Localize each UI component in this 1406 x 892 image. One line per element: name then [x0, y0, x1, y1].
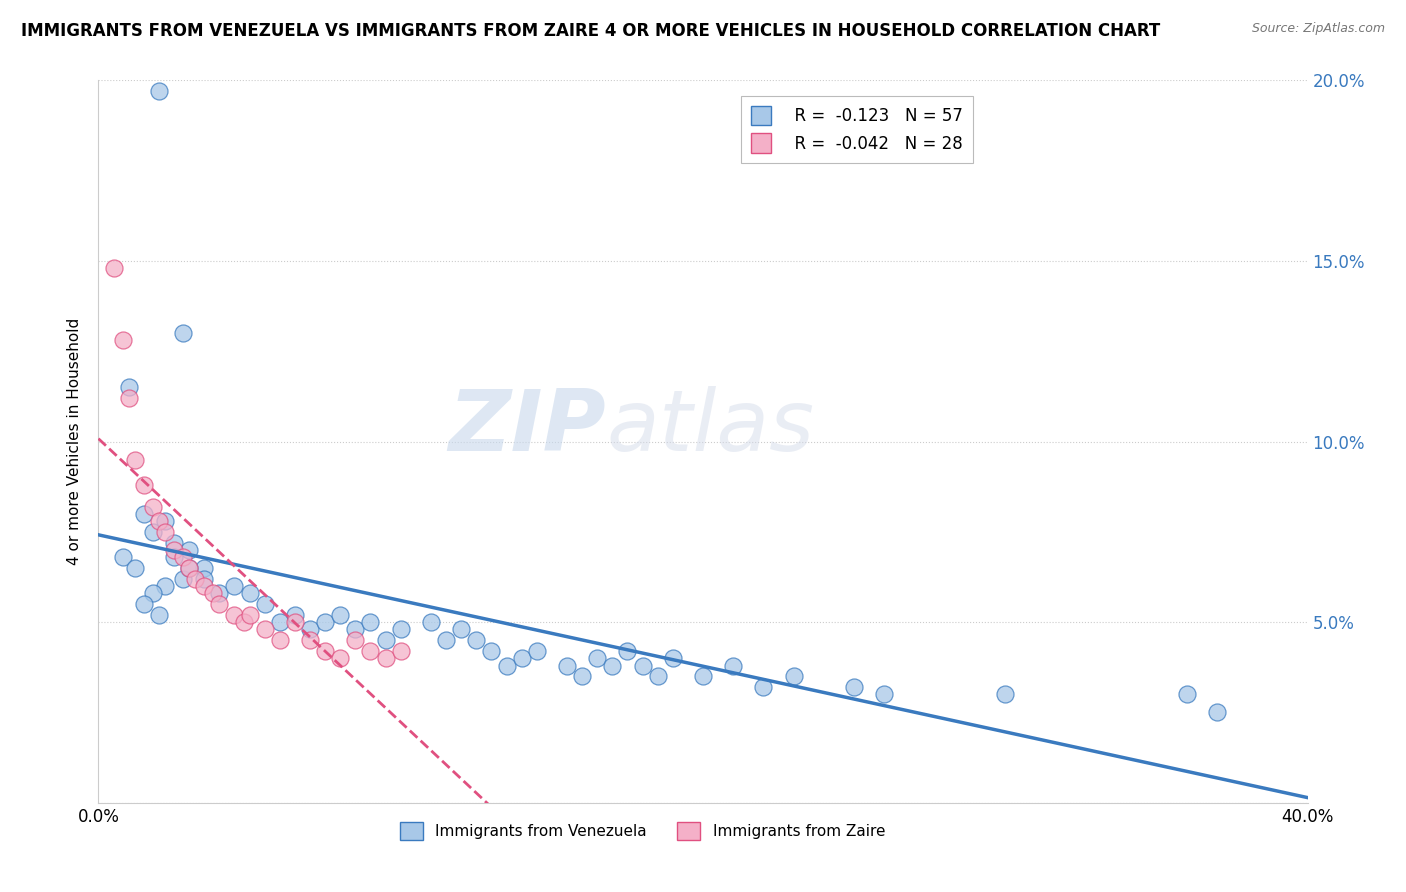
- Point: [374, 651, 396, 665]
- Point: [1206, 706, 1229, 720]
- Point: [111, 334, 134, 348]
- Point: [193, 572, 215, 586]
- Point: [783, 669, 806, 683]
- Point: [193, 561, 215, 575]
- Point: [495, 658, 517, 673]
- Point: [132, 597, 155, 611]
- Point: [132, 507, 155, 521]
- Point: [1175, 687, 1198, 701]
- Point: [103, 261, 125, 276]
- Point: [873, 687, 896, 701]
- Point: [526, 644, 548, 658]
- Point: [555, 658, 578, 673]
- Point: [208, 586, 231, 600]
- Text: atlas: atlas: [606, 385, 814, 468]
- Point: [184, 572, 207, 586]
- Point: [344, 633, 367, 648]
- Point: [299, 633, 322, 648]
- Point: [172, 326, 194, 340]
- Point: [224, 579, 246, 593]
- Text: Source: ZipAtlas.com: Source: ZipAtlas.com: [1251, 22, 1385, 36]
- Point: [510, 651, 533, 665]
- Point: [153, 514, 176, 528]
- Point: [314, 615, 336, 630]
- Point: [153, 524, 176, 539]
- Point: [360, 615, 382, 630]
- Point: [172, 550, 194, 565]
- Point: [586, 651, 609, 665]
- Point: [239, 586, 262, 600]
- Point: [253, 623, 276, 637]
- Point: [389, 623, 412, 637]
- Point: [616, 644, 638, 658]
- Point: [329, 607, 352, 622]
- Point: [118, 391, 141, 405]
- Point: [179, 542, 201, 557]
- Y-axis label: 4 or more Vehicles in Household: 4 or more Vehicles in Household: [67, 318, 83, 566]
- Text: IMMIGRANTS FROM VENEZUELA VS IMMIGRANTS FROM ZAIRE 4 OR MORE VEHICLES IN HOUSEHO: IMMIGRANTS FROM VENEZUELA VS IMMIGRANTS …: [21, 22, 1160, 40]
- Point: [420, 615, 443, 630]
- Legend: Immigrants from Venezuela, Immigrants from Zaire: Immigrants from Venezuela, Immigrants fr…: [394, 816, 891, 846]
- Point: [299, 623, 322, 637]
- Point: [481, 644, 503, 658]
- Point: [284, 607, 307, 622]
- Point: [374, 633, 396, 648]
- Point: [450, 623, 472, 637]
- Point: [148, 607, 170, 622]
- Point: [163, 542, 186, 557]
- Point: [153, 579, 176, 593]
- Point: [661, 651, 683, 665]
- Point: [132, 478, 155, 492]
- Point: [284, 615, 307, 630]
- Point: [148, 84, 170, 98]
- Point: [631, 658, 654, 673]
- Point: [163, 535, 186, 549]
- Point: [202, 586, 225, 600]
- Point: [434, 633, 457, 648]
- Point: [994, 687, 1017, 701]
- Point: [179, 561, 201, 575]
- Point: [844, 680, 866, 694]
- Point: [602, 658, 624, 673]
- Point: [752, 680, 775, 694]
- Point: [269, 633, 291, 648]
- Point: [314, 644, 336, 658]
- Point: [465, 633, 488, 648]
- Point: [118, 380, 141, 394]
- Point: [571, 669, 593, 683]
- Point: [142, 524, 165, 539]
- Point: [269, 615, 291, 630]
- Point: [163, 550, 186, 565]
- Point: [647, 669, 669, 683]
- Point: [224, 607, 246, 622]
- Point: [148, 514, 170, 528]
- Point: [723, 658, 745, 673]
- Point: [253, 597, 276, 611]
- Point: [111, 550, 134, 565]
- Point: [142, 586, 165, 600]
- Point: [172, 572, 194, 586]
- Point: [124, 452, 146, 467]
- Point: [360, 644, 382, 658]
- Point: [344, 623, 367, 637]
- Text: ZIP: ZIP: [449, 385, 606, 468]
- Point: [389, 644, 412, 658]
- Point: [329, 651, 352, 665]
- Point: [142, 500, 165, 514]
- Point: [239, 607, 262, 622]
- Point: [232, 615, 254, 630]
- Point: [124, 561, 146, 575]
- Point: [193, 579, 215, 593]
- Point: [208, 597, 231, 611]
- Point: [179, 561, 201, 575]
- Point: [692, 669, 714, 683]
